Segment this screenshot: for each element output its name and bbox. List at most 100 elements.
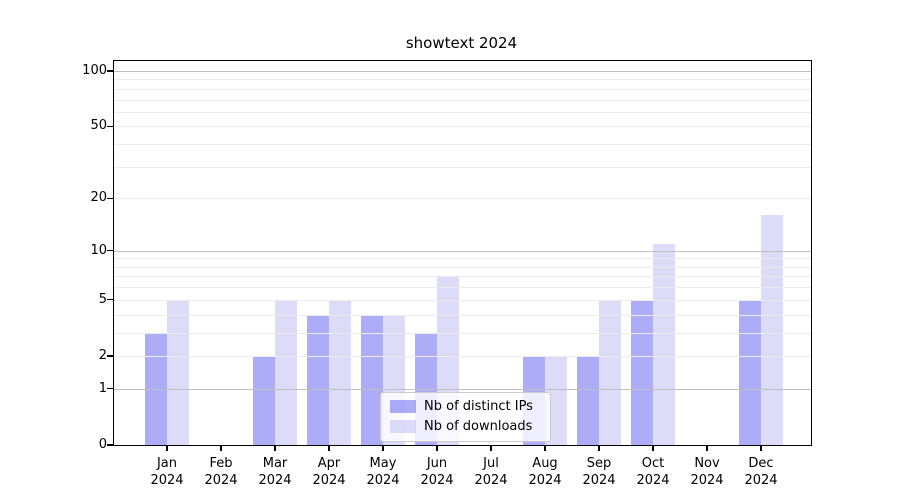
x-tick-year: 2024 — [474, 473, 508, 488]
x-tick-mark — [760, 445, 762, 451]
x-tick-label: Nov 2024 — [680, 455, 734, 489]
x-tick-month: Mar — [262, 456, 288, 471]
x-tick-mark — [598, 445, 600, 451]
x-tick-label: Oct 2024 — [626, 455, 680, 489]
x-tick-year: 2024 — [690, 473, 724, 488]
gridline-minor — [114, 355, 811, 357]
gridline-minor — [114, 266, 811, 268]
y-tick-mark — [106, 299, 113, 301]
x-tick-month: Jan — [156, 456, 178, 471]
bar-downloads — [167, 299, 189, 445]
x-tick-mark — [436, 445, 438, 451]
x-tick-year: 2024 — [366, 473, 400, 488]
bar-downloads — [599, 299, 621, 445]
bar-distinct-ips — [361, 314, 383, 445]
x-tick-mark — [274, 445, 276, 451]
y-tick-mark — [106, 70, 113, 72]
y-tick-label: 10 — [90, 242, 107, 258]
y-tick-mark — [106, 197, 113, 199]
y-tick-label: 2 — [98, 347, 107, 363]
x-tick-mark — [706, 445, 708, 451]
bar-downloads — [329, 299, 351, 445]
legend-label-downloads: Nb of downloads — [424, 419, 533, 434]
gridline-minor — [114, 299, 811, 301]
x-tick-year: 2024 — [582, 473, 616, 488]
bar-distinct-ips — [577, 355, 599, 445]
gridline-minor — [114, 198, 811, 200]
x-tick-year: 2024 — [744, 473, 778, 488]
x-tick-label: Jun 2024 — [410, 455, 464, 489]
x-tick-month: Oct — [641, 456, 665, 471]
x-tick-mark — [490, 445, 492, 451]
x-tick-month: Aug — [532, 456, 558, 471]
legend-item-distinct-ips: Nb of distinct IPs — [390, 399, 541, 414]
bar-downloads — [653, 243, 675, 445]
bar-distinct-ips — [631, 299, 653, 445]
y-tick-label: 50 — [90, 118, 107, 134]
gridline-minor — [114, 88, 811, 90]
x-tick-year: 2024 — [312, 473, 346, 488]
y-tick-mark — [106, 444, 113, 446]
x-tick-mark — [382, 445, 384, 451]
x-tick-label: Sep 2024 — [572, 455, 626, 489]
y-tick-mark — [106, 250, 113, 252]
bar-distinct-ips — [739, 299, 761, 445]
y-tick-label: 20 — [90, 190, 107, 206]
gridline-minor — [114, 332, 811, 334]
gridline-minor — [114, 314, 811, 316]
legend-swatch-distinct-ips — [390, 400, 416, 413]
y-tick-label: 5 — [98, 291, 107, 307]
gridline-minor — [114, 144, 811, 146]
gridline-minor — [114, 99, 811, 101]
y-tick-mark — [106, 125, 113, 127]
x-tick-month: Jul — [483, 456, 499, 471]
x-tick-label: Jul 2024 — [464, 455, 518, 489]
x-tick-month: Nov — [694, 456, 720, 471]
x-tick-label: May 2024 — [356, 455, 410, 489]
x-tick-label: Feb 2024 — [194, 455, 248, 489]
y-tick-label: 0 — [98, 437, 107, 452]
plot-area: Nb of distinct IPs Nb of downloads 0 1 2 5 1… — [82, 60, 812, 488]
x-tick-month: Sep — [586, 456, 612, 471]
bar-distinct-ips — [307, 314, 329, 445]
legend-swatch-downloads — [390, 420, 416, 433]
x-tick-year: 2024 — [528, 473, 562, 488]
x-tick-month: May — [369, 456, 397, 471]
gridline-minor — [114, 287, 811, 289]
x-tick-year: 2024 — [636, 473, 670, 488]
gridline-minor — [114, 111, 811, 113]
y-tick-mark — [106, 388, 113, 390]
legend-item-downloads: Nb of downloads — [390, 419, 541, 434]
bar-downloads — [761, 215, 783, 445]
y-tick-mark — [106, 355, 113, 357]
gridline-minor — [114, 166, 811, 168]
gridline-minor — [114, 126, 811, 128]
x-tick-label: Dec 2024 — [734, 455, 788, 489]
bar-downloads — [275, 299, 297, 445]
x-tick-year: 2024 — [150, 473, 184, 488]
x-tick-month: Feb — [209, 456, 233, 471]
x-tick-month: Jun — [426, 456, 448, 471]
legend-label-distinct-ips: Nb of distinct IPs — [424, 399, 533, 414]
gridline-major — [114, 70, 811, 72]
x-tick-mark — [652, 445, 654, 451]
chart-title: showtext 2024 — [405, 34, 518, 52]
y-tick-label: 100 — [82, 62, 107, 78]
x-tick-mark — [166, 445, 168, 451]
x-tick-month: Apr — [317, 456, 341, 471]
x-tick-year: 2024 — [258, 473, 292, 488]
gridline-major — [114, 388, 811, 390]
x-tick-label: Jan 2024 — [140, 455, 194, 489]
x-tick-mark — [328, 445, 330, 451]
y-tick-label: 1 — [98, 380, 107, 396]
gridline-minor — [114, 276, 811, 278]
x-tick-label: Mar 2024 — [248, 455, 302, 489]
x-tick-mark — [544, 445, 546, 451]
x-tick-year: 2024 — [420, 473, 454, 488]
bar-distinct-ips — [253, 355, 275, 445]
legend: Nb of distinct IPs Nb of downloads — [380, 392, 551, 442]
x-tick-month: Dec — [748, 456, 774, 471]
x-tick-label: Aug 2024 — [518, 455, 572, 489]
gridline-minor — [114, 79, 811, 81]
